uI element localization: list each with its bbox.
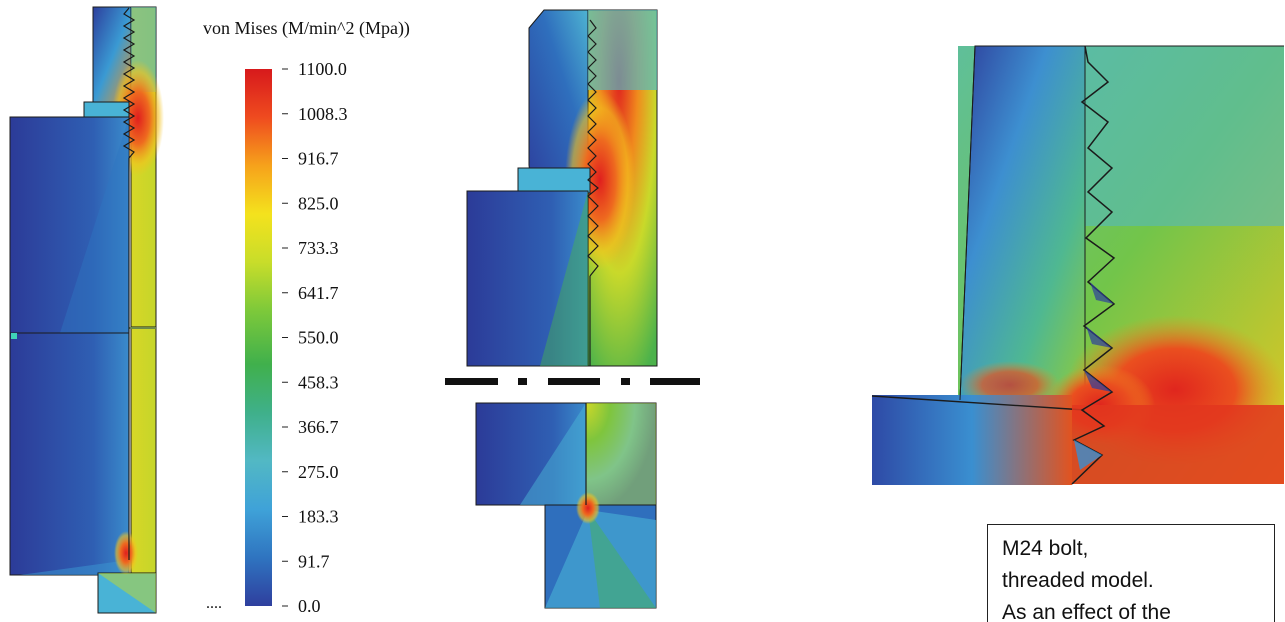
legend-dots: .... — [206, 595, 222, 612]
section-break-line — [445, 378, 700, 385]
legend-title: von Mises (M/min^2 (Mpa)) — [203, 18, 410, 39]
legend-tick-label: 0.0 — [298, 596, 321, 616]
legend-tick-label: 916.7 — [298, 149, 339, 169]
caption-line: M24 bolt, — [1002, 537, 1089, 560]
caption-line: As an effect of the — [1002, 601, 1171, 622]
caption-text: M24 bolt, threaded model. As an effect o… — [988, 525, 1274, 622]
legend-tick-label: 733.3 — [298, 238, 339, 258]
color-legend: von Mises (M/min^2 (Mpa)) 1100.0 1008.3 91… — [203, 18, 410, 616]
legend-tick-label: 366.7 — [298, 417, 339, 437]
legend-tick-label: 183.3 — [298, 507, 339, 527]
legend-tick-label: 458.3 — [298, 372, 339, 392]
thread-detail-view — [871, 45, 1285, 485]
legend-tick-label: 1100.0 — [298, 59, 347, 79]
legend-tick-label: 641.7 — [298, 283, 339, 303]
legend-color-bar — [245, 69, 272, 606]
caption-box: M24 bolt, threaded model. As an effect o… — [987, 524, 1275, 622]
legend-tick-label: 825.0 — [298, 193, 339, 213]
legend-tick-label: 550.0 — [298, 328, 339, 348]
caption-line: threaded model. — [1002, 569, 1154, 592]
legend-tick-label: 91.7 — [298, 551, 330, 571]
legend-ticks: 1100.0 1008.3 916.7 825.0 733.3 641.7 550.0 458… — [282, 59, 348, 616]
left-fea-model — [9, 6, 164, 614]
legend-tick-label: 1008.3 — [298, 104, 348, 124]
middle-fea-model — [445, 9, 700, 609]
legend-tick-label: 275.0 — [298, 462, 339, 482]
